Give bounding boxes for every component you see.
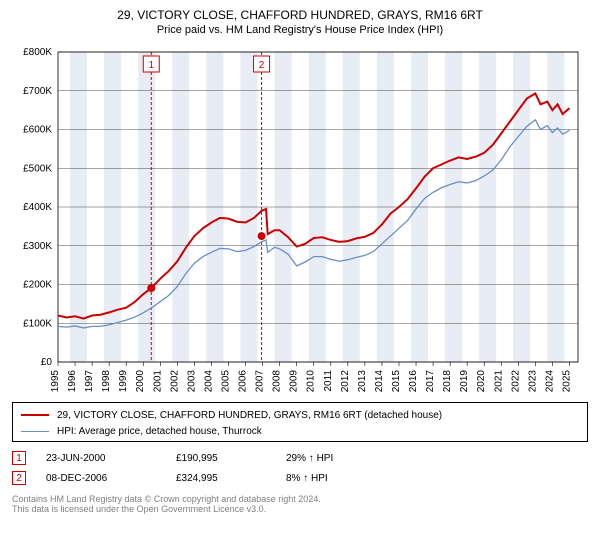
price-chart: 1 2 £0 £100K £200K £300K £400K £500K £600K £700K £…: [12, 42, 588, 396]
footer-line-2: This data is licensed under the Open Gov…: [12, 504, 588, 514]
svg-text:£300K: £300K: [23, 241, 52, 252]
svg-text:2016: 2016: [408, 370, 419, 393]
chart-title: 29, VICTORY CLOSE, CHAFFORD HUNDRED, GRA…: [12, 8, 588, 22]
svg-text:2: 2: [259, 60, 265, 71]
svg-text:£400K: £400K: [23, 202, 52, 213]
event-row: 1 23-JUN-2000£190,99529% ↑ HPI: [12, 448, 588, 468]
legend-label: 29, VICTORY CLOSE, CHAFFORD HUNDRED, GRA…: [57, 410, 442, 421]
svg-text:2020: 2020: [476, 370, 487, 393]
svg-text:2021: 2021: [493, 370, 504, 393]
svg-text:2011: 2011: [323, 370, 334, 392]
event-date: 08-DEC-2006: [46, 473, 176, 484]
legend-swatch: [21, 431, 49, 432]
svg-text:2002: 2002: [169, 370, 180, 393]
event-delta: 29% ↑ HPI: [286, 453, 426, 464]
svg-text:2005: 2005: [220, 370, 231, 393]
svg-text:1996: 1996: [67, 370, 78, 393]
event-price: £324,995: [176, 473, 286, 484]
legend-swatch: [21, 414, 49, 416]
svg-text:2007: 2007: [255, 370, 266, 393]
svg-text:2009: 2009: [289, 370, 300, 393]
event-price: £190,995: [176, 453, 286, 464]
svg-text:2014: 2014: [374, 370, 385, 393]
svg-text:2000: 2000: [135, 370, 146, 393]
svg-text:£100K: £100K: [23, 318, 52, 329]
chart-header: 29, VICTORY CLOSE, CHAFFORD HUNDRED, GRA…: [12, 8, 588, 36]
event-marker-box: 2: [12, 471, 26, 485]
svg-text:2025: 2025: [561, 370, 572, 393]
svg-text:£600K: £600K: [23, 125, 52, 136]
svg-text:£800K: £800K: [23, 47, 52, 58]
legend-row: HPI: Average price, detached house, Thur…: [21, 423, 579, 439]
svg-text:2013: 2013: [357, 370, 368, 393]
svg-text:£700K: £700K: [23, 86, 52, 97]
svg-text:2018: 2018: [442, 370, 453, 393]
svg-text:2010: 2010: [306, 370, 317, 393]
svg-text:1999: 1999: [118, 370, 129, 393]
legend-row: 29, VICTORY CLOSE, CHAFFORD HUNDRED, GRA…: [21, 407, 579, 423]
svg-text:2001: 2001: [152, 370, 163, 393]
svg-text:2006: 2006: [238, 370, 249, 393]
svg-text:2003: 2003: [186, 370, 197, 393]
events-table: 1 23-JUN-2000£190,99529% ↑ HPI 2 08-DEC-200…: [12, 448, 588, 488]
svg-text:£0: £0: [41, 357, 53, 368]
svg-text:£200K: £200K: [23, 280, 52, 291]
event-date: 23-JUN-2000: [46, 453, 176, 464]
chart-subtitle: Price paid vs. HM Land Registry's House …: [12, 24, 588, 36]
svg-text:2017: 2017: [425, 370, 436, 393]
footer-line-1: Contains HM Land Registry data © Crown c…: [12, 494, 588, 504]
svg-text:2008: 2008: [272, 370, 283, 393]
svg-text:2019: 2019: [459, 370, 470, 393]
event-marker-box: 1: [12, 451, 26, 465]
svg-text:2004: 2004: [203, 370, 214, 393]
svg-text:£500K: £500K: [23, 163, 52, 174]
svg-text:1: 1: [148, 60, 154, 71]
svg-text:1998: 1998: [101, 370, 112, 393]
svg-text:1997: 1997: [84, 370, 95, 393]
svg-text:1995: 1995: [50, 370, 61, 393]
legend: 29, VICTORY CLOSE, CHAFFORD HUNDRED, GRA…: [12, 402, 588, 442]
legend-label: HPI: Average price, detached house, Thur…: [57, 426, 262, 437]
footer-attribution: Contains HM Land Registry data © Crown c…: [12, 494, 588, 514]
svg-text:2012: 2012: [340, 370, 351, 393]
svg-text:2015: 2015: [391, 370, 402, 393]
svg-text:2023: 2023: [527, 370, 538, 393]
svg-text:2022: 2022: [510, 370, 521, 393]
svg-text:2024: 2024: [544, 370, 555, 393]
event-delta: 8% ↑ HPI: [286, 473, 426, 484]
event-row: 2 08-DEC-2006£324,9958% ↑ HPI: [12, 468, 588, 488]
